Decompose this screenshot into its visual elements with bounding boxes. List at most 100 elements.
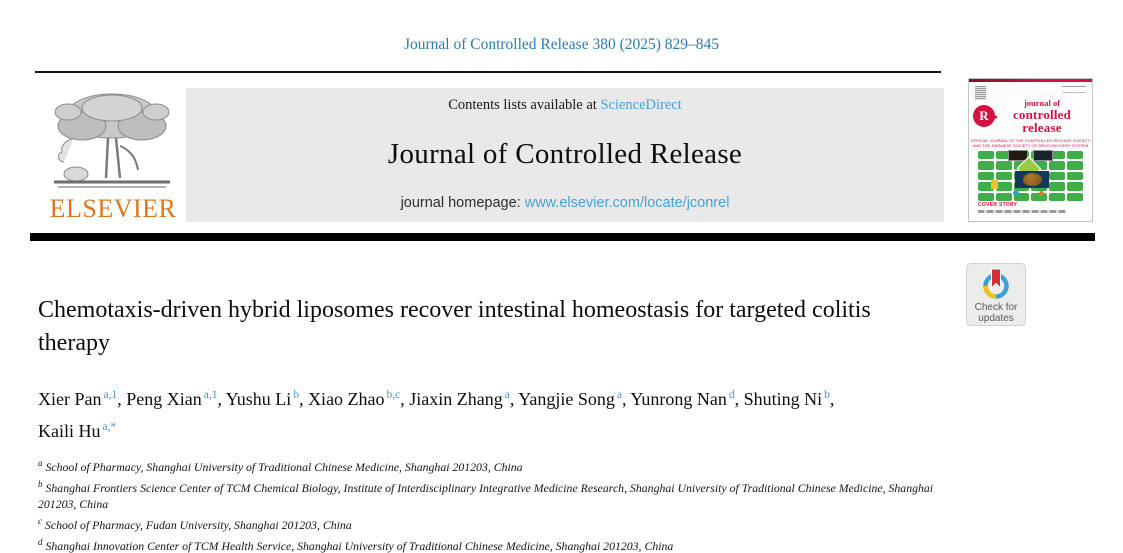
cover-grid-cell [1013, 192, 1030, 201]
cover-microscopy-image [1008, 150, 1029, 161]
cover-dot-graphic [1038, 191, 1044, 196]
cover-title-line3: release [1022, 119, 1062, 135]
affiliation-superscript: c [38, 516, 42, 527]
cover-grid-cell [1049, 161, 1066, 170]
affiliation-text: School of Pharmacy, Fudan University, Sh… [45, 518, 352, 533]
elsevier-wordmark: ELSEVIER [49, 194, 177, 223]
cover-story-text-placeholder [978, 210, 1066, 213]
author-entry: Yushu Li b [226, 389, 299, 409]
elsevier-logo-block: ELSEVIER [38, 86, 188, 226]
cover-grid-cell [978, 151, 994, 160]
affiliation-entry: c School of Pharmacy, Fudan University, S… [38, 513, 941, 534]
author-affiliation-superscript: b [293, 389, 300, 401]
author-affiliation-superscript: b,c [386, 389, 401, 401]
contents-prefix: Contents lists available at [448, 97, 601, 113]
author-affiliation-superscript: a,1 [103, 389, 118, 401]
cover-title-line2: controlled [1012, 106, 1072, 122]
author-entry: Yunrong Nan d [630, 389, 734, 409]
author-entry: Peng Xian a,1 [126, 389, 217, 409]
elsevier-tree-icon [46, 86, 178, 199]
cover-grid-cell [978, 171, 994, 181]
author-name: Kaili Hu [38, 421, 101, 441]
homepage-link[interactable]: www.elsevier.com/locate/jconrel [524, 195, 730, 211]
affiliation-entry: b Shanghai Frontiers Science Center of TC… [38, 476, 941, 514]
masthead-box: Contents lists available at ScienceDirec… [186, 88, 944, 222]
cover-particle-graphic [1022, 172, 1042, 187]
author-affiliation-superscript: a [504, 389, 510, 401]
check-for-updates-badge[interactable]: Check for updates [966, 263, 1026, 326]
author-list: Xier Pan a,1, Peng Xian a,1, Yushu Li b, Xi… [38, 389, 835, 441]
cover-grid-cell [1049, 192, 1066, 201]
check-updates-label-line1: Check for [974, 302, 1018, 313]
cover-grid-cell [1067, 161, 1083, 170]
cover-dot-graphic [1012, 190, 1019, 196]
author-entry: Shuting Ni b [744, 389, 830, 409]
cover-story-block: COVER STORY [978, 202, 1066, 213]
journal-cover-thumbnail: R journal of controlled release OFFICIAL… [968, 78, 1093, 222]
running-head-citation: Journal of Controlled Release 380 (2025)… [403, 36, 720, 53]
cover-grid-cell [1067, 182, 1083, 191]
author-name: Yushu Li [225, 389, 292, 409]
homepage-prefix: journal homepage: [400, 195, 525, 211]
author-name: Yunrong Nan [630, 389, 727, 409]
affiliation-entry: d Shanghai Innovation Center of TCM Healt… [38, 534, 941, 553]
cover-grid-cell [1067, 151, 1083, 160]
contents-line: Contents lists available at ScienceDirec… [448, 97, 682, 114]
author-affiliation-superscript: a,1 [203, 389, 218, 401]
crossmark-ribbon-icon [983, 268, 1009, 299]
affiliation-text: Shanghai Innovation Center of TCM Health… [45, 538, 674, 553]
cover-issn-mark [1062, 86, 1086, 93]
author-entry: Xier Pan a,1 [38, 389, 117, 409]
author-name: Jiaxin Zhang [409, 389, 503, 409]
affiliation-superscript: d [38, 536, 43, 547]
author-name: Xier Pan [38, 389, 102, 409]
cover-grid-cell [1067, 171, 1083, 181]
author-affiliation-superscript: a,* [102, 421, 117, 433]
cover-journal-title: journal of controlled release [995, 99, 1089, 134]
author-entry: Kaili Hu a,* [38, 421, 116, 441]
cover-grid-cell [978, 182, 994, 191]
author-entry: Yangjie Song a [518, 389, 622, 409]
cover-top-stripe [969, 79, 1092, 82]
cover-story-label: COVER STORY [978, 202, 1018, 208]
affiliation-text: Shanghai Frontiers Science Center of TCM… [38, 480, 934, 512]
cover-grid-cell [1067, 192, 1083, 201]
author-name: Yangjie Song [518, 389, 615, 409]
cover-inset-image [1014, 171, 1050, 188]
cover-grid-cell [995, 151, 1012, 160]
check-updates-label-line2: updates [978, 312, 1014, 324]
cover-grid-cell [1031, 192, 1048, 201]
affiliation-superscript: a [38, 458, 43, 468]
homepage-line: journal homepage: www.elsevier.com/locat… [401, 195, 730, 211]
top-divider [35, 71, 941, 73]
cover-subtitle-line1: OFFICIAL JOURNAL OF THE CONTROLLED RELEA… [970, 138, 1091, 143]
cover-grid-cell [1049, 151, 1066, 160]
controlled-release-society-logo-icon: R [973, 105, 998, 127]
cover-grid-cell [978, 161, 994, 170]
cover-grid-cell [995, 161, 1012, 170]
cover-grid-cell [995, 171, 1012, 181]
cover-grid-cell [1049, 171, 1066, 181]
author-affiliation-superscript: b [824, 389, 830, 401]
cover-microscopy-image [1032, 150, 1053, 161]
cover-subtitle: OFFICIAL JOURNAL OF THE CONTROLLED RELEA… [969, 138, 1092, 148]
cover-subtitle-line2: AND THE JAPANESE SOCIETY OF DRUG DELIVER… [972, 142, 1089, 148]
cover-grid-cell [995, 182, 1012, 191]
cover-grid-cell [1031, 161, 1048, 170]
author-name: Xiao Zhao [308, 389, 385, 409]
author-affiliation-superscript: a [616, 389, 623, 401]
cover-title-row: R journal of controlled release [973, 99, 1089, 134]
cover-title-line1: journal of [1023, 98, 1061, 108]
sciencedirect-link[interactable]: ScienceDirect [600, 97, 682, 113]
author-name: Peng Xian [126, 389, 202, 409]
cover-grid-cell [1049, 182, 1066, 191]
affiliation-superscript: b [38, 478, 43, 489]
author-name: Shuting Ni [743, 389, 823, 409]
affiliation-text: School of Pharmacy, Shanghai University … [45, 459, 523, 474]
author-entry: Jiaxin Zhang a [409, 389, 510, 409]
cover-yellow-graphic [990, 180, 998, 189]
article-title: Chemotaxis-driven hybrid liposomes recov… [38, 297, 871, 356]
author-affiliation-superscript: d [728, 389, 735, 401]
cover-grid-cell [995, 192, 1012, 201]
